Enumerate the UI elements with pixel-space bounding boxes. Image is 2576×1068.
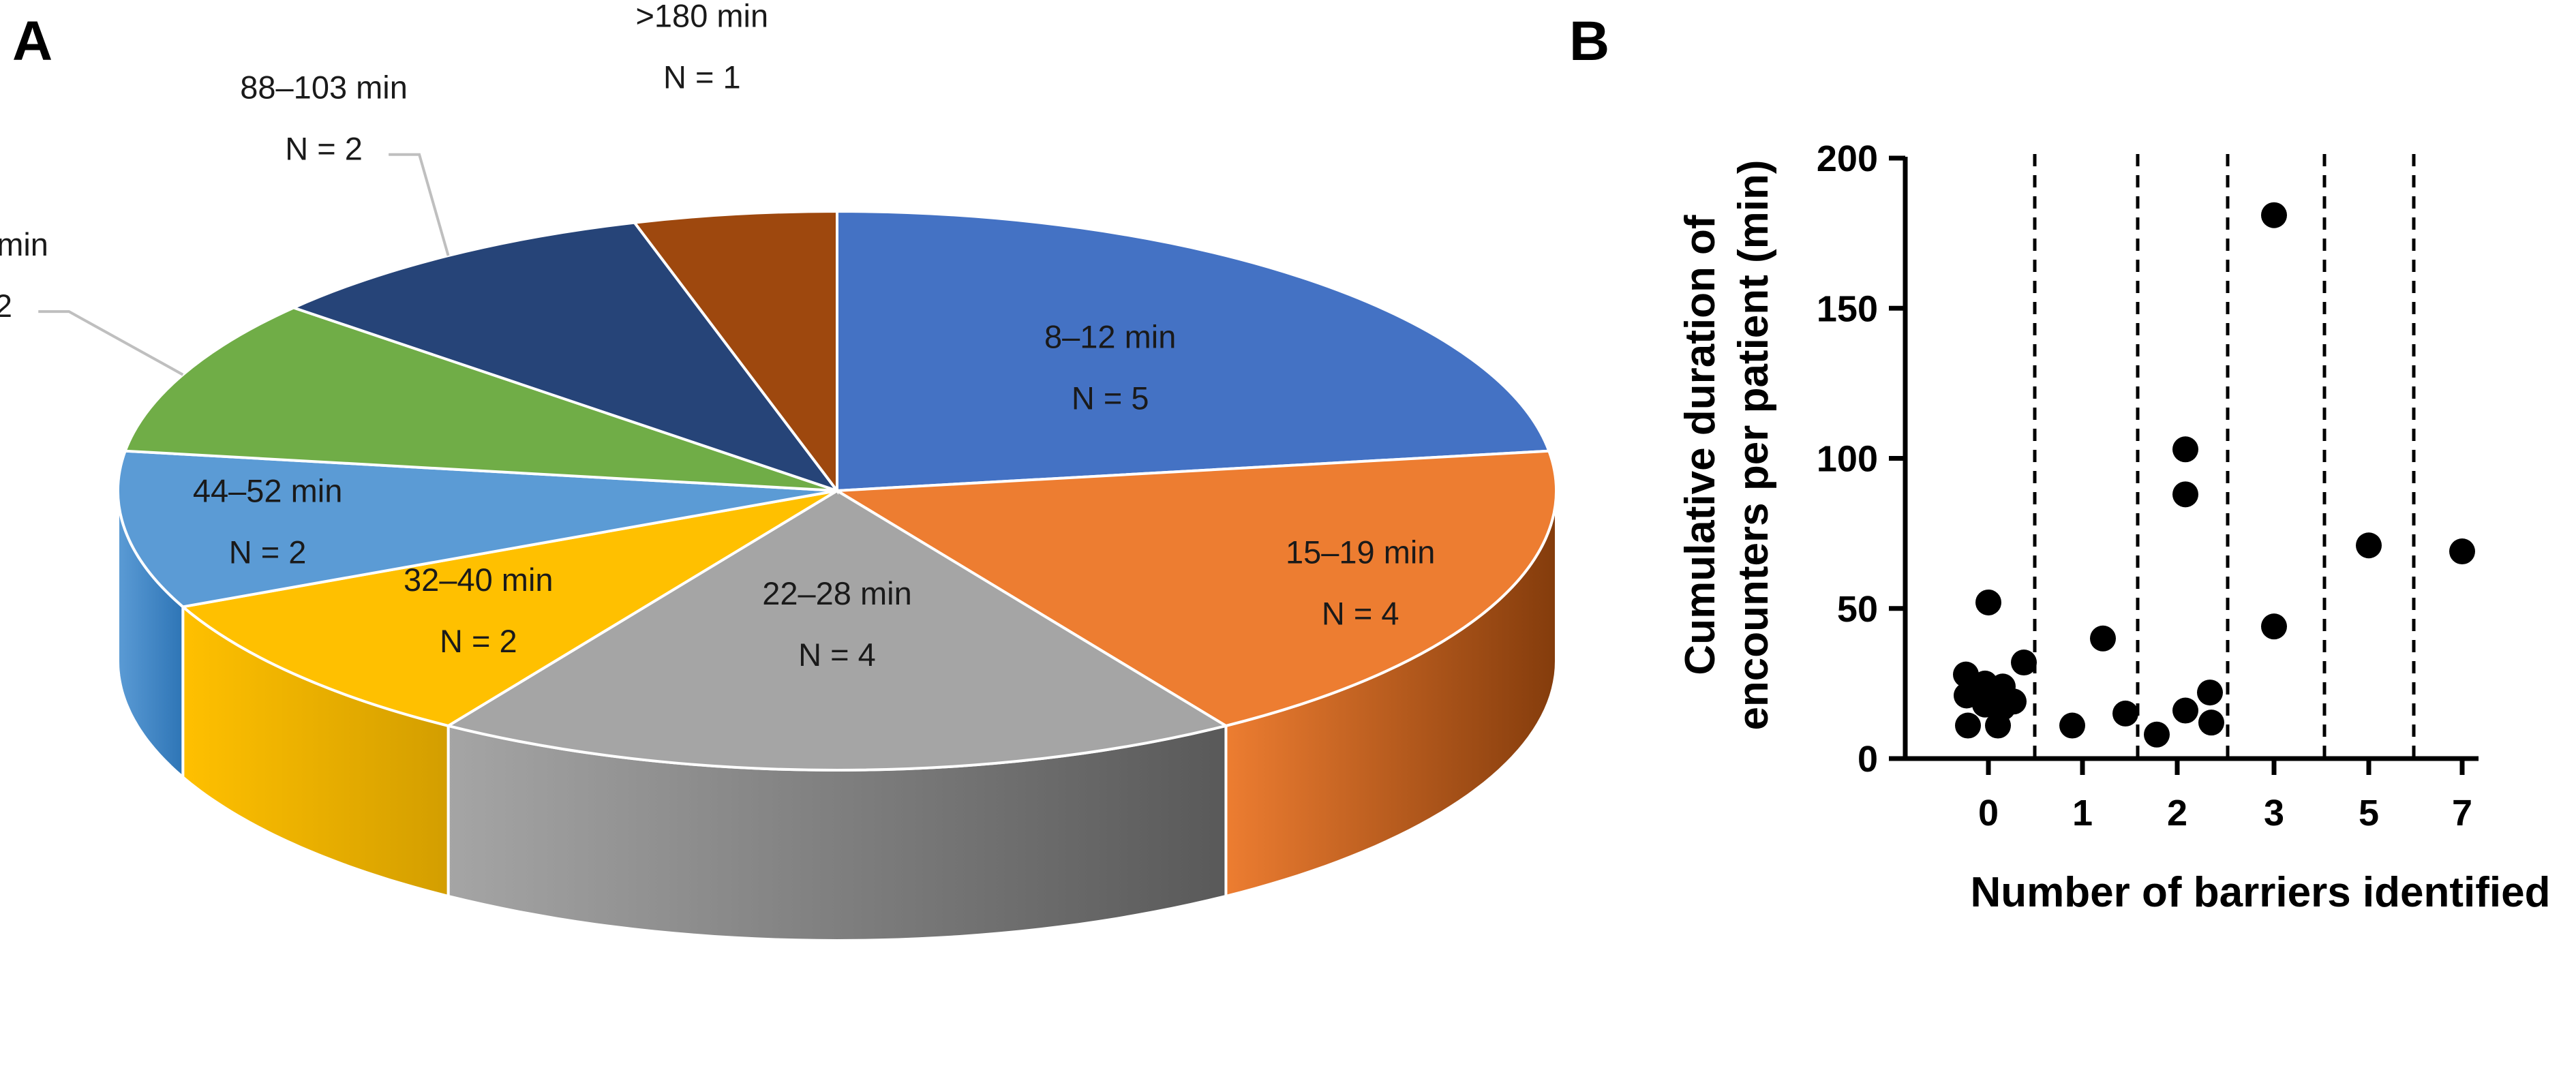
pie-slice-7 bbox=[632, 209, 838, 495]
y-tick-label: 0 bbox=[1858, 739, 1878, 780]
data-point-22 bbox=[2356, 532, 2382, 559]
y-tick-label: 100 bbox=[1817, 439, 1878, 480]
slice-count-label: N = 4 bbox=[1322, 595, 1399, 631]
x-tick-label: 0 bbox=[1978, 793, 1999, 834]
x-tick-label: 7 bbox=[2452, 793, 2472, 834]
data-point-12 bbox=[2112, 700, 2138, 727]
data-point-19 bbox=[2144, 721, 2170, 748]
data-point-20 bbox=[2261, 202, 2287, 228]
data-point-16 bbox=[2197, 680, 2223, 706]
slice-range-label: 32–40 min bbox=[404, 562, 554, 598]
x-axis-title: Number of barriers identified bbox=[1971, 869, 2551, 916]
slice-count-label: N = 2 bbox=[285, 131, 363, 167]
y-tick-label: 200 bbox=[1817, 138, 1878, 179]
slice-range-label: 15–19 min bbox=[1286, 534, 1436, 570]
slice-range-label: 22–28 min bbox=[762, 575, 912, 611]
slice-range-label: 69–71 min bbox=[0, 226, 48, 262]
slice-count-label: N = 2 bbox=[229, 534, 307, 570]
panel-label-a: A bbox=[12, 10, 52, 72]
y-axis-title-line-1: Cumulative duration of bbox=[1677, 215, 1724, 675]
slice-range-label: >180 min bbox=[635, 0, 768, 33]
slice-count-label: N = 2 bbox=[0, 288, 12, 324]
y-axis-title-line-2: encounters per patient (min) bbox=[1730, 159, 1777, 730]
x-tick-label: 2 bbox=[2167, 793, 2187, 834]
data-point-14 bbox=[2172, 436, 2198, 463]
slice-count-label: N = 2 bbox=[440, 623, 517, 659]
slice-range-label: 88–103 min bbox=[240, 70, 408, 106]
data-point-21 bbox=[2261, 613, 2287, 640]
pie-slice-3 bbox=[179, 489, 838, 728]
pie-slices bbox=[117, 209, 1558, 772]
data-point-23 bbox=[2449, 538, 2475, 565]
pie-slice-5 bbox=[123, 306, 838, 492]
pie-leader-lines bbox=[38, 153, 450, 376]
slice-count-label: N = 4 bbox=[798, 637, 876, 673]
slice-range-label: 8–12 min bbox=[1044, 318, 1176, 354]
pie-slice-4 bbox=[117, 449, 838, 609]
data-point-15 bbox=[2172, 481, 2198, 508]
slice-count-label: N = 5 bbox=[1072, 380, 1149, 416]
y-tick-label: 150 bbox=[1817, 288, 1878, 329]
pie-slice-2 bbox=[444, 489, 1230, 772]
pie-labels: 8–12 min N = 5 15–19 min N = 4 22–28 min N = … bbox=[0, 0, 1435, 673]
data-point-17 bbox=[2172, 697, 2198, 724]
data-point-11 bbox=[2090, 625, 2116, 652]
scatter-chart: 0 50 100 150 200 0 1 2 3 5 7 Number of barriers id… bbox=[1677, 138, 2550, 916]
data-point-1 bbox=[2011, 650, 2037, 676]
scatter-ticks: 0 50 100 150 200 0 1 2 3 5 7 bbox=[1817, 138, 2472, 834]
slice-count-label: N = 1 bbox=[663, 59, 741, 95]
y-tick-label: 50 bbox=[1837, 589, 1878, 630]
group-separators bbox=[2033, 154, 2416, 759]
leader-line-6 bbox=[389, 153, 450, 256]
pie-side-walls bbox=[117, 490, 1558, 943]
data-point-10 bbox=[1985, 712, 2011, 739]
pie-slice-0 bbox=[836, 209, 1551, 493]
pie-slice-6 bbox=[290, 221, 841, 493]
pie-slice-1 bbox=[832, 449, 1558, 728]
data-point-9 bbox=[1955, 712, 1981, 739]
pie-chart: 8–12 min N = 5 15–19 min N = 4 22–28 min N = … bbox=[0, 0, 1556, 941]
data-point-0 bbox=[1975, 589, 2001, 615]
panel-label-b: B bbox=[1569, 10, 1609, 72]
x-tick-label: 3 bbox=[2264, 793, 2284, 834]
data-point-13 bbox=[2059, 712, 2085, 739]
data-point-18 bbox=[2198, 710, 2224, 736]
leader-line-5 bbox=[38, 310, 184, 376]
x-tick-label: 5 bbox=[2359, 793, 2379, 834]
scatter-points bbox=[1953, 202, 2475, 748]
x-tick-label: 1 bbox=[2072, 793, 2093, 834]
slice-range-label: 44–52 min bbox=[193, 473, 343, 509]
